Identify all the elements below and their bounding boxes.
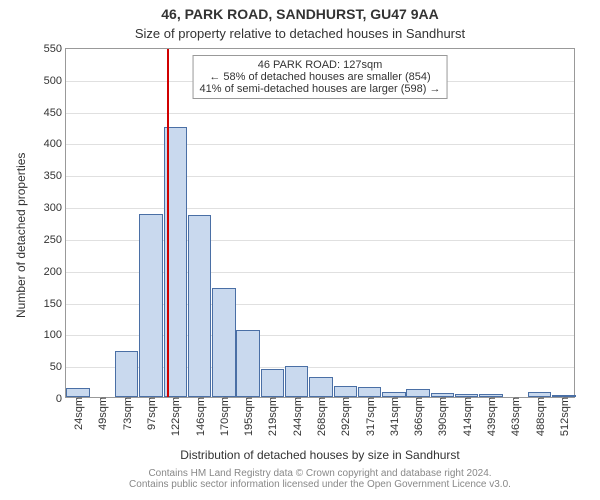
annotation-box: 46 PARK ROAD: 127sqm ← 58% of detached h… (193, 55, 448, 99)
x-tick-label: 439sqm (484, 397, 498, 436)
chart-container: 46, PARK ROAD, SANDHURST, GU47 9AA Size … (0, 0, 600, 500)
x-tick-label: 317sqm (363, 397, 377, 436)
annotation-line1: 46 PARK ROAD: 127sqm (200, 59, 441, 71)
histogram-bar (406, 389, 429, 397)
x-tick-label: 268sqm (314, 397, 328, 436)
y-tick-label: 400 (44, 138, 66, 150)
x-tick-label: 341sqm (387, 397, 401, 436)
histogram-bar (309, 377, 332, 397)
footer-line2: Contains public sector information licen… (65, 479, 575, 490)
x-tick-label: 292sqm (338, 397, 352, 436)
x-tick-label: 146sqm (193, 397, 207, 436)
x-tick-label: 97sqm (144, 397, 158, 430)
footer-attribution: Contains HM Land Registry data © Crown c… (65, 468, 575, 490)
footer-line1: Contains HM Land Registry data © Crown c… (65, 468, 575, 479)
x-axis-label: Distribution of detached houses by size … (65, 448, 575, 462)
histogram-bar (334, 386, 357, 397)
x-tick-label: 366sqm (411, 397, 425, 436)
y-tick-label: 500 (44, 75, 66, 87)
histogram-bar (261, 369, 284, 397)
histogram-bar (139, 214, 162, 397)
gridline (66, 176, 574, 177)
y-tick-label: 100 (44, 329, 66, 341)
x-tick-label: 244sqm (290, 397, 304, 436)
x-tick-label: 463sqm (508, 397, 522, 436)
y-tick-label: 250 (44, 234, 66, 246)
y-tick-label: 550 (44, 43, 66, 55)
histogram-bar (358, 387, 381, 397)
x-tick-label: 219sqm (265, 397, 279, 436)
reference-line (167, 49, 169, 397)
x-tick-label: 24sqm (71, 397, 85, 430)
y-tick-label: 450 (44, 107, 66, 119)
annotation-line2: ← 58% of detached houses are smaller (85… (200, 71, 441, 83)
y-tick-label: 350 (44, 170, 66, 182)
annotation-line3: 41% of semi-detached houses are larger (… (200, 83, 441, 95)
x-tick-label: 414sqm (460, 397, 474, 436)
x-tick-label: 488sqm (533, 397, 547, 436)
x-tick-label: 49sqm (95, 397, 109, 430)
y-tick-label: 300 (44, 202, 66, 214)
x-tick-label: 195sqm (241, 397, 255, 436)
y-tick-label: 0 (56, 393, 66, 405)
histogram-bar (285, 366, 308, 397)
gridline (66, 144, 574, 145)
gridline (66, 208, 574, 209)
x-tick-label: 512sqm (557, 397, 571, 436)
histogram-bar (66, 388, 89, 397)
y-tick-label: 150 (44, 298, 66, 310)
y-tick-label: 200 (44, 266, 66, 278)
chart-subtitle: Size of property relative to detached ho… (0, 26, 600, 41)
y-axis-label: Number of detached properties (14, 153, 28, 318)
plot-area: 05010015020025030035040045050055024sqm49… (65, 48, 575, 398)
histogram-bar (188, 215, 211, 397)
y-tick-label: 50 (50, 361, 66, 373)
histogram-bar (212, 288, 235, 397)
histogram-bar (115, 351, 138, 397)
gridline (66, 113, 574, 114)
chart-title-address: 46, PARK ROAD, SANDHURST, GU47 9AA (0, 6, 600, 22)
x-tick-label: 170sqm (217, 397, 231, 436)
x-tick-label: 122sqm (168, 397, 182, 436)
x-tick-label: 73sqm (120, 397, 134, 430)
histogram-bar (236, 330, 259, 397)
x-tick-label: 390sqm (435, 397, 449, 436)
